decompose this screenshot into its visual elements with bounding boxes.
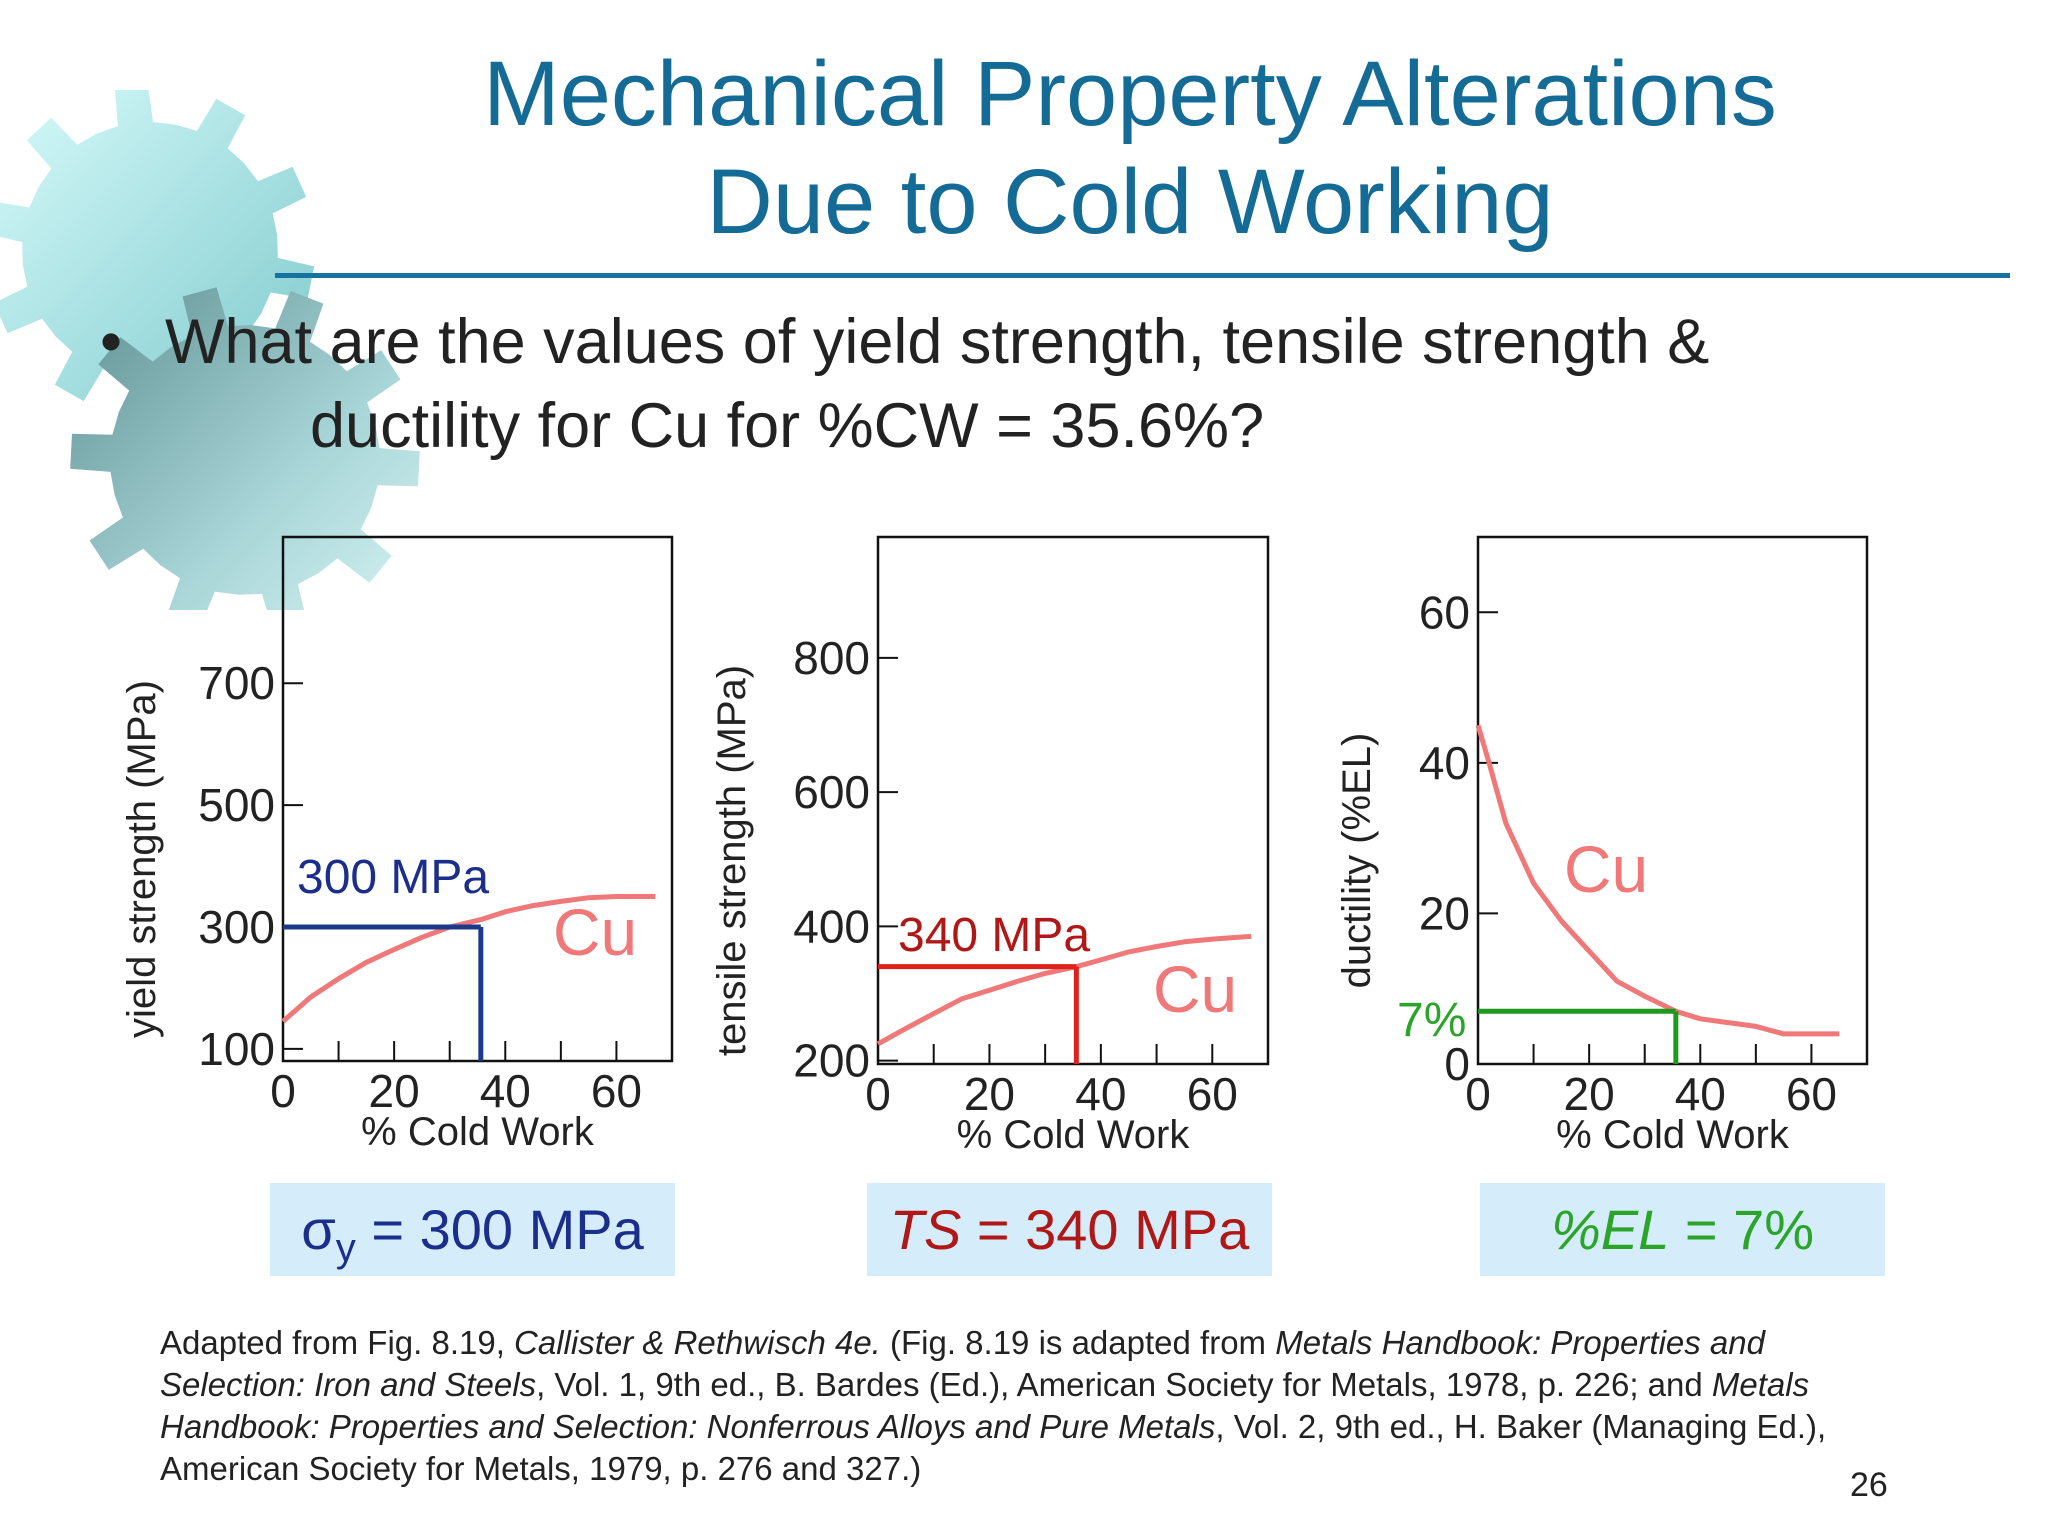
y-axis-label: tensile strength (MPa): [710, 665, 754, 1056]
plot-frame: [876, 535, 1270, 1066]
series-label-cu: Cu: [1564, 832, 1648, 906]
caption-italic: Metals Handbook: Properties and Selectio…: [160, 1366, 1810, 1445]
y-tick-label: 400: [793, 900, 870, 952]
title-line-2: Due to Cold Working: [706, 151, 1554, 253]
plot-frame: [281, 535, 674, 1063]
x-tick-label: 0: [1465, 1068, 1491, 1120]
result-tensile-strength: TS = 340 MPa: [867, 1183, 1272, 1276]
x-axis-label: % Cold Work: [957, 1113, 1191, 1157]
highlight-value-label: 340 MPa: [898, 909, 1090, 962]
x-tick-label: 60: [1786, 1068, 1837, 1120]
y-tick-label: 200: [793, 1035, 870, 1087]
sigma-subscript: y: [335, 1226, 356, 1271]
x-tick-label: 40: [1075, 1068, 1126, 1120]
series-label-cu: Cu: [1153, 952, 1237, 1026]
caption-italic: Metals Handbook: Properties and Selectio…: [160, 1324, 1765, 1403]
page-number: 26: [1850, 1466, 1888, 1504]
cu-curve: [281, 894, 656, 1024]
result-ductility: %EL = 7%: [1480, 1183, 1885, 1276]
result-tensile-value: = 340 MPa: [961, 1198, 1250, 1261]
x-axis-label: % Cold Work: [1556, 1113, 1790, 1157]
el-symbol: %EL: [1550, 1198, 1670, 1261]
y-tick-label: 20: [1419, 887, 1470, 939]
result-yield-value: = 300 MPa: [355, 1198, 644, 1261]
x-tick-label: 20: [369, 1065, 420, 1117]
sigma-symbol: σ: [301, 1198, 336, 1261]
gears-decoration: [0, 90, 420, 610]
bullet-marker: •: [100, 307, 123, 377]
y-tick-label: 0: [1444, 1038, 1470, 1090]
caption-text: , Vol. 2, 9th ed., H. Baker (Managing Ed…: [160, 1408, 1827, 1487]
caption-text: Adapted from Fig. 8.19,: [160, 1324, 515, 1361]
caption-text: (Fig. 8.19 is adapted from: [880, 1324, 1276, 1361]
y-tick-label: 60: [1419, 586, 1470, 638]
caption-italic: Callister & Rethwisch 4e.: [514, 1324, 881, 1361]
x-tick-label: 0: [270, 1065, 296, 1117]
question-line-1: What are the values of yield strength, t…: [165, 307, 1710, 377]
y-tick-label: 500: [198, 779, 275, 831]
cu-curve: [1475, 724, 1840, 1037]
y-tick-label: 40: [1419, 737, 1470, 789]
highlight-value-label: 7%: [1397, 994, 1466, 1047]
highlight-value-label: 300 MPa: [297, 851, 489, 904]
y-axis-label: ductility (%EL): [1335, 733, 1379, 989]
figure-caption: Adapted from Fig. 8.19, Callister & Reth…: [160, 1322, 1860, 1490]
title-divider: [275, 273, 2010, 278]
x-axis-label: % Cold Work: [361, 1110, 595, 1154]
y-tick-label: 600: [793, 766, 870, 818]
title-line-1: Mechanical Property Alterations: [483, 43, 1777, 145]
x-tick-label: 40: [480, 1065, 531, 1117]
caption-text: , Vol. 1, 9th ed., B. Bardes (Ed.), Amer…: [536, 1366, 1712, 1403]
x-tick-label: 40: [1675, 1068, 1726, 1120]
question-line-2: ductility for Cu for %CW = 35.6%?: [310, 391, 1265, 461]
x-tick-label: 60: [1187, 1068, 1238, 1120]
y-tick-label: 300: [198, 901, 275, 953]
plot-frame: [1476, 535, 1869, 1066]
x-tick-label: 0: [865, 1068, 891, 1120]
gear-icon: [70, 287, 420, 610]
x-tick-label: 20: [1564, 1068, 1615, 1120]
x-tick-label: 20: [964, 1068, 1015, 1120]
y-tick-label: 800: [793, 632, 870, 684]
ts-symbol: TS: [889, 1198, 962, 1261]
result-yield-strength: σy = 300 MPa: [270, 1183, 675, 1276]
page-title: Mechanical Property Alterations Due to C…: [380, 40, 1880, 256]
result-ductility-value: = 7%: [1669, 1198, 1815, 1261]
y-tick-label: 700: [198, 657, 275, 709]
series-label-cu: Cu: [553, 895, 637, 969]
x-tick-label: 60: [591, 1065, 642, 1117]
y-tick-label: 100: [198, 1023, 275, 1075]
y-axis-label: yield strength (MPa): [120, 680, 164, 1038]
